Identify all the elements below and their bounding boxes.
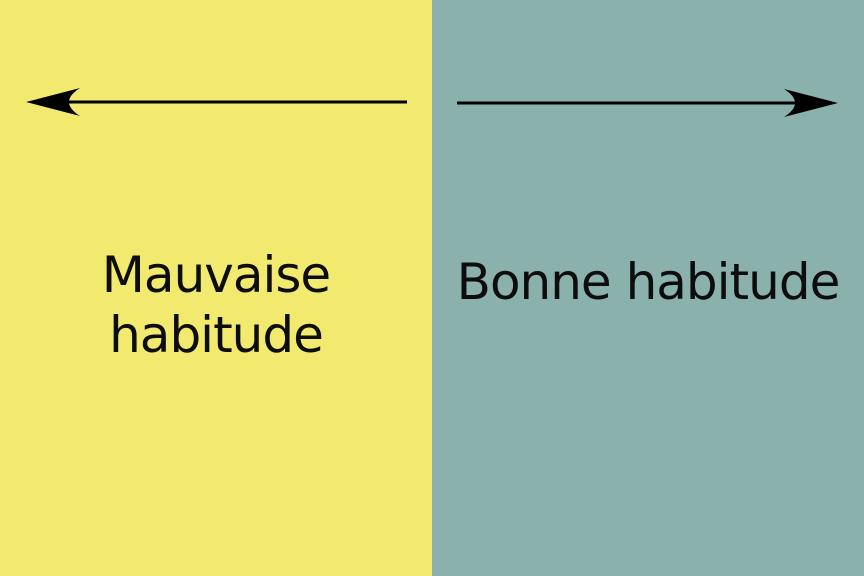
right-arrowhead (784, 89, 838, 117)
left-arrow (26, 88, 407, 116)
good-habit-label: Bonne habitude (456, 253, 841, 311)
right-arrow (457, 89, 838, 117)
bad-habit-label-line2: habitude (109, 306, 324, 364)
left-panel (0, 0, 432, 576)
bad-habit-label-line1: Mauvaise (101, 246, 331, 304)
left-arrowhead (26, 88, 80, 116)
right-panel (432, 0, 864, 576)
bad-habit-label: Mauvaise habitude (0, 245, 432, 365)
